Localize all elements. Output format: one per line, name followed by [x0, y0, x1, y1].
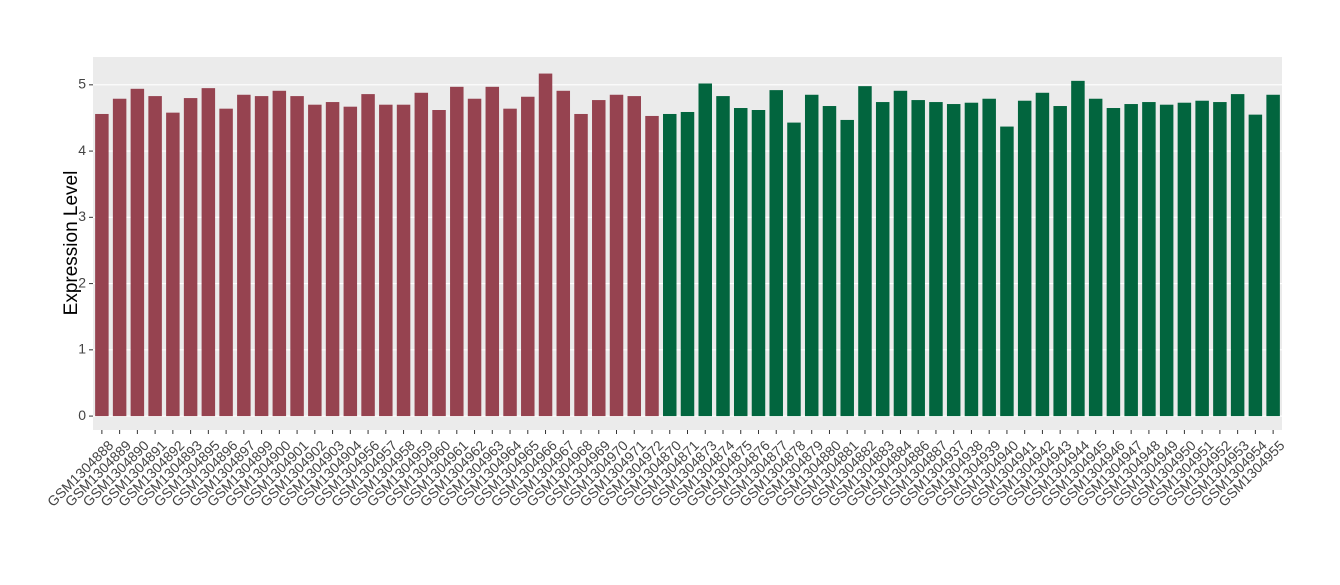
bar	[1213, 102, 1227, 417]
bar	[1142, 102, 1156, 417]
bar	[183, 98, 198, 417]
bar	[1000, 126, 1014, 417]
bar	[716, 96, 730, 417]
bar	[645, 115, 659, 417]
bar	[751, 110, 766, 417]
bar	[503, 108, 517, 417]
bar	[1177, 102, 1192, 417]
bar	[1071, 80, 1085, 417]
bar	[982, 98, 996, 417]
y-tick-label: 1	[78, 341, 86, 357]
bar	[148, 96, 162, 417]
bar	[272, 90, 287, 417]
bar	[308, 104, 322, 417]
bar	[95, 113, 109, 417]
bar	[556, 90, 571, 417]
bar	[1106, 108, 1121, 417]
bar	[166, 112, 180, 417]
bar	[769, 90, 783, 417]
bar	[627, 96, 642, 417]
bar	[361, 94, 375, 417]
bar	[219, 108, 233, 417]
bar	[680, 111, 695, 417]
bar	[574, 113, 588, 417]
bar	[485, 86, 500, 417]
bar	[379, 104, 393, 417]
bar	[787, 122, 801, 417]
bar	[946, 104, 961, 417]
bar	[414, 92, 429, 417]
bar	[929, 102, 943, 417]
bar	[290, 96, 304, 417]
bar	[1248, 114, 1263, 417]
bar	[432, 110, 446, 417]
bar	[733, 108, 748, 417]
bar	[130, 88, 145, 417]
bar	[609, 94, 624, 417]
bar	[538, 73, 553, 417]
bar	[911, 100, 925, 417]
y-axis-title: Expression Level	[61, 171, 82, 316]
bar	[698, 83, 712, 417]
bar	[237, 94, 251, 417]
bar	[521, 96, 535, 417]
bar	[858, 86, 872, 417]
bar	[663, 113, 677, 417]
bar	[964, 102, 979, 417]
bar	[1035, 92, 1050, 417]
bar	[804, 94, 819, 417]
bar	[1159, 104, 1174, 417]
bar	[1124, 104, 1138, 417]
bar	[396, 104, 411, 417]
bar	[1017, 100, 1032, 417]
bar	[325, 102, 340, 417]
y-tick-label: 0	[78, 407, 86, 423]
y-tick-label: 5	[78, 76, 86, 92]
bar	[893, 90, 908, 417]
bar	[343, 106, 358, 417]
y-tick-label: 2	[78, 274, 86, 290]
bar	[1088, 98, 1103, 417]
bar	[1195, 100, 1209, 417]
bar	[201, 88, 216, 417]
bar	[112, 98, 127, 417]
bar	[467, 98, 482, 417]
bar	[254, 96, 269, 417]
bar	[822, 106, 837, 417]
bar	[1266, 94, 1280, 417]
bar	[840, 119, 854, 417]
y-tick-label: 4	[78, 142, 86, 158]
bar	[592, 100, 606, 417]
bar	[1053, 106, 1067, 417]
bar	[450, 86, 464, 417]
bar	[1230, 94, 1245, 417]
y-tick-label: 3	[78, 208, 86, 224]
bar	[875, 102, 890, 417]
